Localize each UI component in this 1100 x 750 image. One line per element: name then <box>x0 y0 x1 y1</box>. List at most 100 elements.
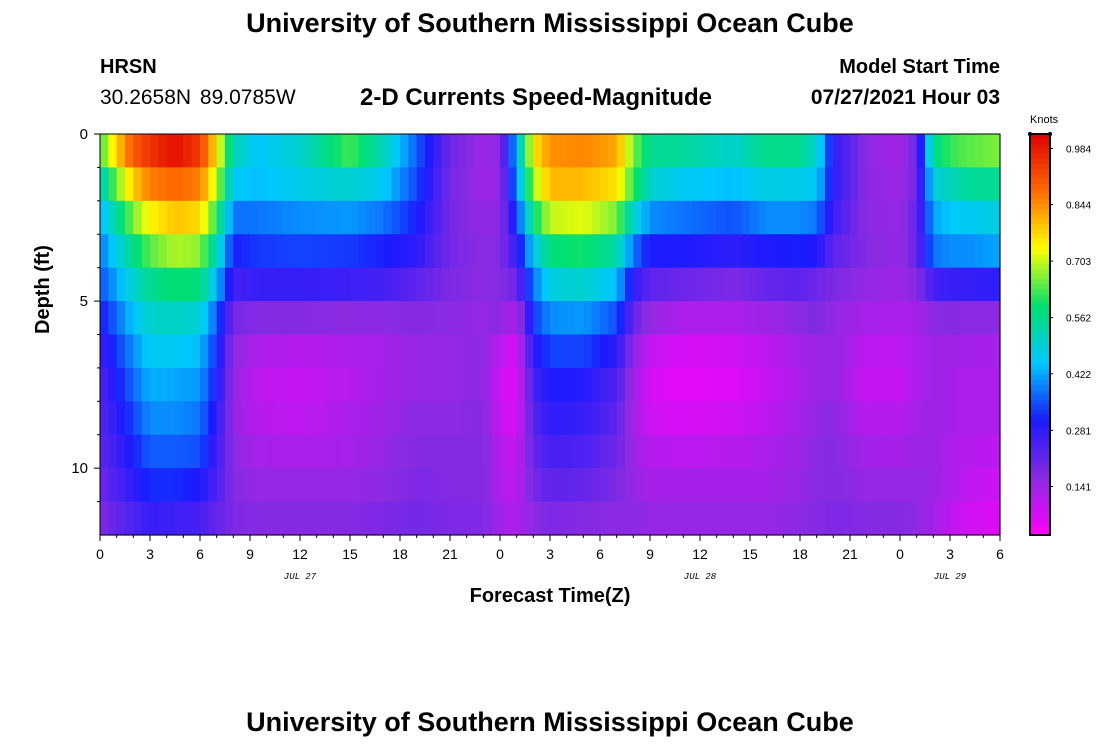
heatmap-cell <box>783 234 793 269</box>
heatmap-cell <box>208 401 218 436</box>
heatmap-cell <box>150 267 159 302</box>
heatmap-cell <box>991 234 1001 269</box>
heatmap-cell <box>275 267 284 302</box>
heatmap-cell <box>216 234 226 269</box>
heatmap-cell <box>116 468 126 503</box>
heatmap-cell <box>633 301 643 336</box>
heatmap-cell <box>600 501 609 536</box>
heatmap-cell <box>633 200 643 235</box>
heatmap-cell <box>183 134 193 169</box>
heatmap-cell <box>800 301 809 336</box>
heatmap-cell <box>875 167 884 202</box>
heatmap-cell <box>666 167 676 202</box>
colorbar-segment <box>1030 519 1050 526</box>
heatmap-cell <box>100 468 109 503</box>
heatmap-cell <box>158 267 168 302</box>
heatmap-cell <box>200 134 209 169</box>
colorbar-segment <box>1030 364 1050 371</box>
heatmap-cell <box>666 267 676 302</box>
heatmap-cell <box>833 301 843 336</box>
heatmap-cell <box>833 334 843 369</box>
model-start-time: 07/27/2021 Hour 03 <box>810 86 1000 109</box>
heatmap-cell <box>875 367 884 402</box>
heatmap-cell <box>916 468 926 503</box>
heatmap-cell <box>450 200 459 235</box>
heatmap-cell <box>308 200 318 235</box>
heatmap-cell <box>700 401 709 436</box>
heatmap-cell <box>141 134 151 169</box>
heatmap-cell <box>258 167 268 202</box>
heatmap-cell <box>641 167 651 202</box>
heatmap-cell <box>966 267 976 302</box>
x-tick-label: 21 <box>442 546 458 562</box>
colorbar-segment <box>1030 354 1050 361</box>
heatmap-cell <box>950 501 959 536</box>
heatmap-cell <box>233 134 243 169</box>
heatmap-cell <box>925 468 934 503</box>
heatmap-cell <box>716 334 726 369</box>
heatmap-cell <box>250 367 259 402</box>
heatmap-cell <box>775 401 784 436</box>
heatmap-cell <box>650 401 659 436</box>
heatmap-cell <box>816 501 826 536</box>
heatmap-cell <box>458 301 468 336</box>
heatmap-cell <box>600 267 609 302</box>
heatmap-cell <box>383 468 393 503</box>
heatmap-cell <box>233 367 243 402</box>
colorbar-tick-label: 0.562 <box>1066 314 1091 325</box>
heatmap-cell <box>750 234 759 269</box>
heatmap-cell <box>208 134 218 169</box>
colorbar-segment <box>1030 394 1050 401</box>
colorbar-segment <box>1030 389 1050 396</box>
heatmap-cell <box>475 367 484 402</box>
heatmap-cell <box>391 134 401 169</box>
heatmap-cell <box>966 401 976 436</box>
heatmap-cell <box>391 200 401 235</box>
heatmap-cell <box>891 367 901 402</box>
heatmap-cell <box>716 301 726 336</box>
heatmap-cell <box>366 367 376 402</box>
heatmap-cell <box>991 301 1001 336</box>
heatmap-cell <box>808 234 818 269</box>
heatmap-cell <box>241 234 251 269</box>
heatmap-cell <box>250 468 259 503</box>
heatmap-cell <box>991 401 1001 436</box>
heatmap-cell <box>258 434 268 469</box>
heatmap-cell <box>425 200 434 235</box>
heatmap-cell <box>925 267 934 302</box>
heatmap-cell <box>341 167 351 202</box>
heatmap-cell <box>316 267 326 302</box>
colorbar-segment <box>1030 179 1050 185</box>
heatmap-cell <box>500 167 509 202</box>
heatmap-cell <box>291 501 301 536</box>
heatmap-cell <box>850 434 859 469</box>
heatmap-cell <box>683 468 693 503</box>
heatmap-cell <box>100 167 109 202</box>
heatmap-cell <box>216 267 226 302</box>
heatmap-cell <box>550 200 559 235</box>
heatmap-cell <box>925 200 934 235</box>
heatmap-cell <box>166 267 176 302</box>
heatmap-cell <box>566 167 576 202</box>
heatmap-cell <box>350 401 359 436</box>
heatmap-cell <box>366 401 376 436</box>
heatmap-cell <box>183 200 193 235</box>
heatmap-cell <box>141 434 151 469</box>
heatmap-cell <box>675 167 684 202</box>
heatmap-cell <box>441 334 451 369</box>
heatmap-cell <box>691 468 701 503</box>
heatmap-cell <box>491 200 501 235</box>
heatmap-cell <box>716 501 726 536</box>
heatmap-cell <box>450 434 459 469</box>
heatmap-cell <box>858 401 868 436</box>
heatmap-cell <box>233 301 243 336</box>
heatmap-cell <box>883 434 893 469</box>
heatmap-cell <box>891 501 901 536</box>
heatmap-cell <box>266 134 276 169</box>
heatmap-cell <box>458 367 468 402</box>
heatmap-cell <box>300 434 309 469</box>
heatmap-cell <box>425 434 434 469</box>
heatmap-cell <box>533 200 543 235</box>
heatmap-cell <box>433 401 443 436</box>
heatmap-cell <box>291 267 301 302</box>
